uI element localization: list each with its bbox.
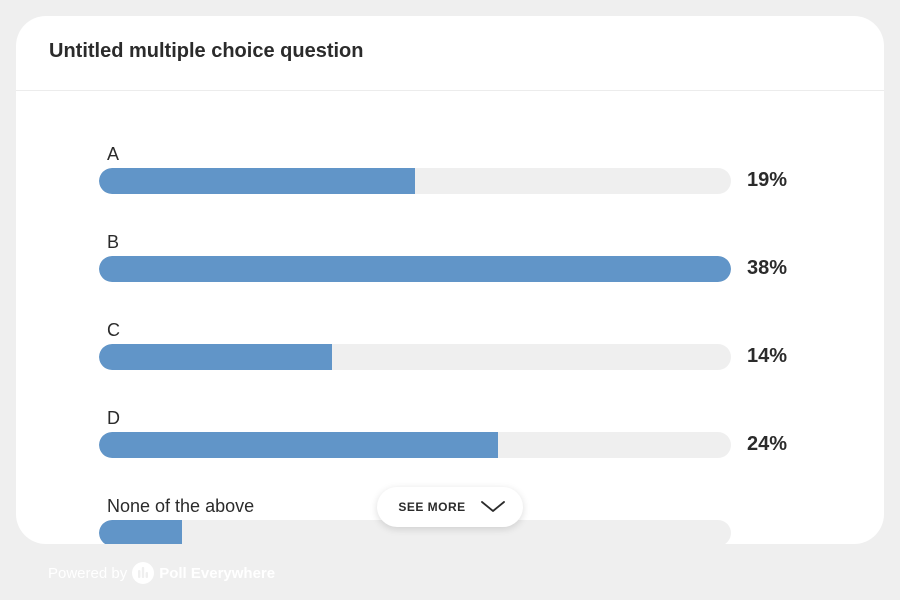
bar	[99, 344, 332, 370]
footer: Powered by Poll Everywhere	[48, 560, 275, 586]
bar-track	[99, 344, 731, 370]
see-more-label: SEE MORE	[398, 500, 466, 514]
poll-card: Untitled multiple choice question A 19% B 3…	[16, 16, 884, 544]
bar	[99, 432, 499, 458]
card-header: Untitled multiple choice question	[16, 16, 884, 91]
poll-everywhere-brand[interactable]: Poll Everywhere	[159, 564, 276, 582]
bar	[99, 256, 731, 282]
see-more-button[interactable]: SEE MORE	[377, 487, 523, 527]
percent-label: 38%	[747, 257, 788, 279]
bar-track	[99, 432, 731, 458]
bar-track	[99, 168, 731, 194]
bar	[99, 520, 183, 544]
bar	[99, 168, 415, 194]
question-title: Untitled multiple choice question	[49, 39, 364, 62]
bar-track	[99, 256, 731, 282]
percent-label: 24%	[747, 433, 788, 455]
option-label: None of the above	[107, 496, 255, 516]
powered-by-text: Powered by	[48, 564, 128, 582]
option-label: A	[107, 144, 120, 164]
percent-label: 14%	[747, 345, 788, 367]
chevron-down-icon	[480, 501, 505, 512]
poll-everywhere-logo-icon	[132, 562, 155, 584]
option-label: C	[107, 320, 120, 340]
results-chart: A 19% B 38% C 14% D 24% None of the above	[16, 16, 884, 544]
option-label: B	[107, 232, 120, 252]
percent-label: 19%	[747, 169, 788, 191]
option-label: D	[107, 408, 120, 428]
